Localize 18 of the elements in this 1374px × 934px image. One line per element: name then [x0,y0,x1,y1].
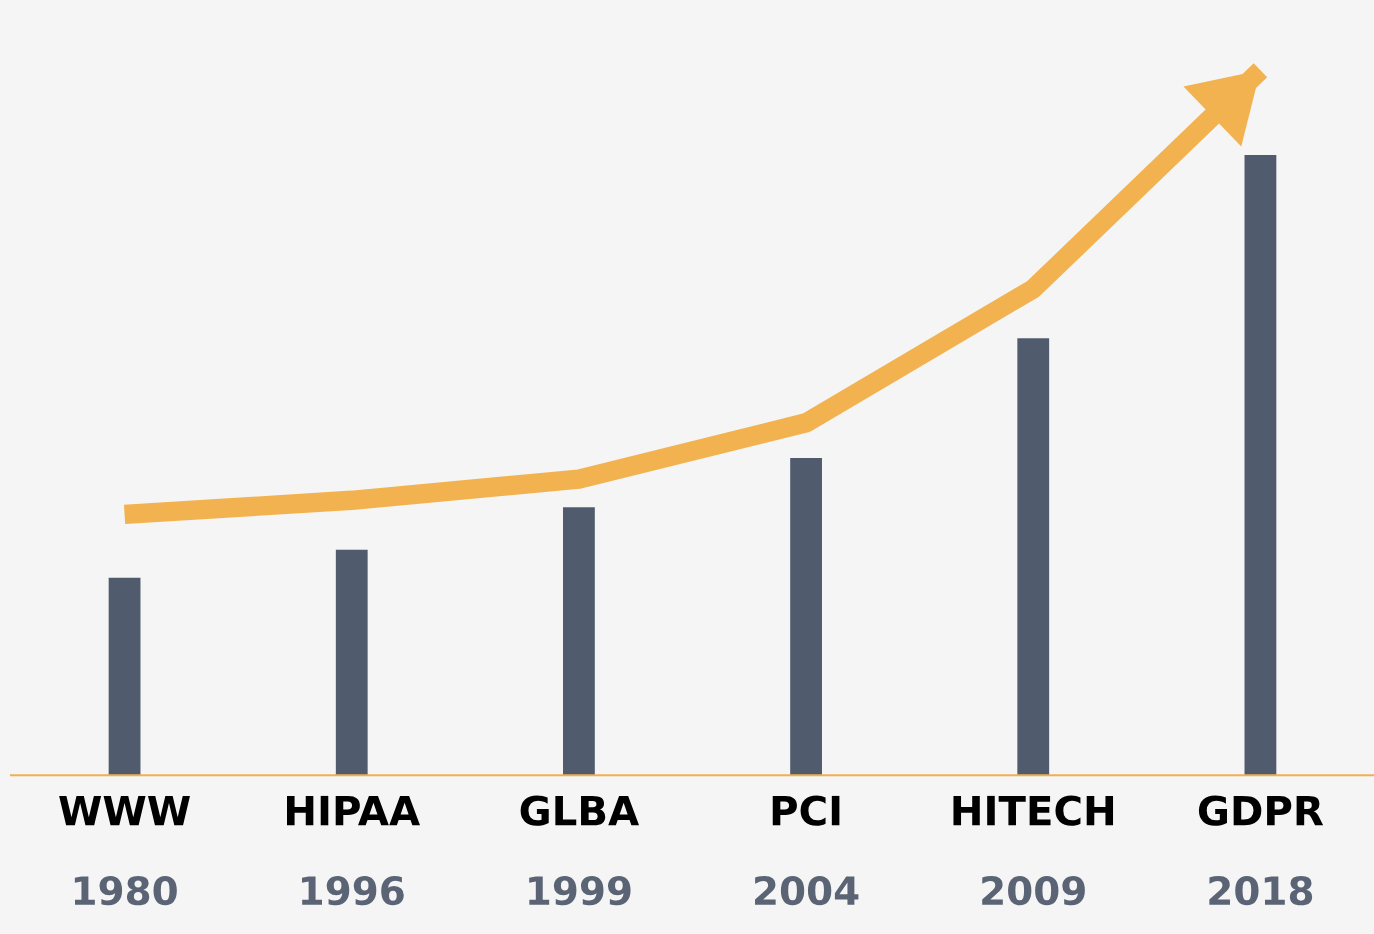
text: 2018 [1209,875,1313,906]
x-tick-label: GDPR [1198,795,1324,826]
text: 1996 [302,875,404,906]
x-tick-label: HIPAA [287,795,420,826]
x-tick-label: PCI [772,795,840,826]
bar [790,458,822,776]
bar [335,549,368,776]
bar [108,577,141,776]
x-tick-label: GLBA [520,795,640,826]
bar [563,507,595,776]
text: 2004 [755,875,859,906]
bar [1017,338,1050,776]
text: 1999 [529,875,631,906]
x-tick-label: WWW [59,795,190,826]
text: 2009 [982,875,1085,906]
bar [1244,154,1277,776]
x-tick-label: HITECH [953,795,1114,826]
text: 1980 [74,875,177,906]
